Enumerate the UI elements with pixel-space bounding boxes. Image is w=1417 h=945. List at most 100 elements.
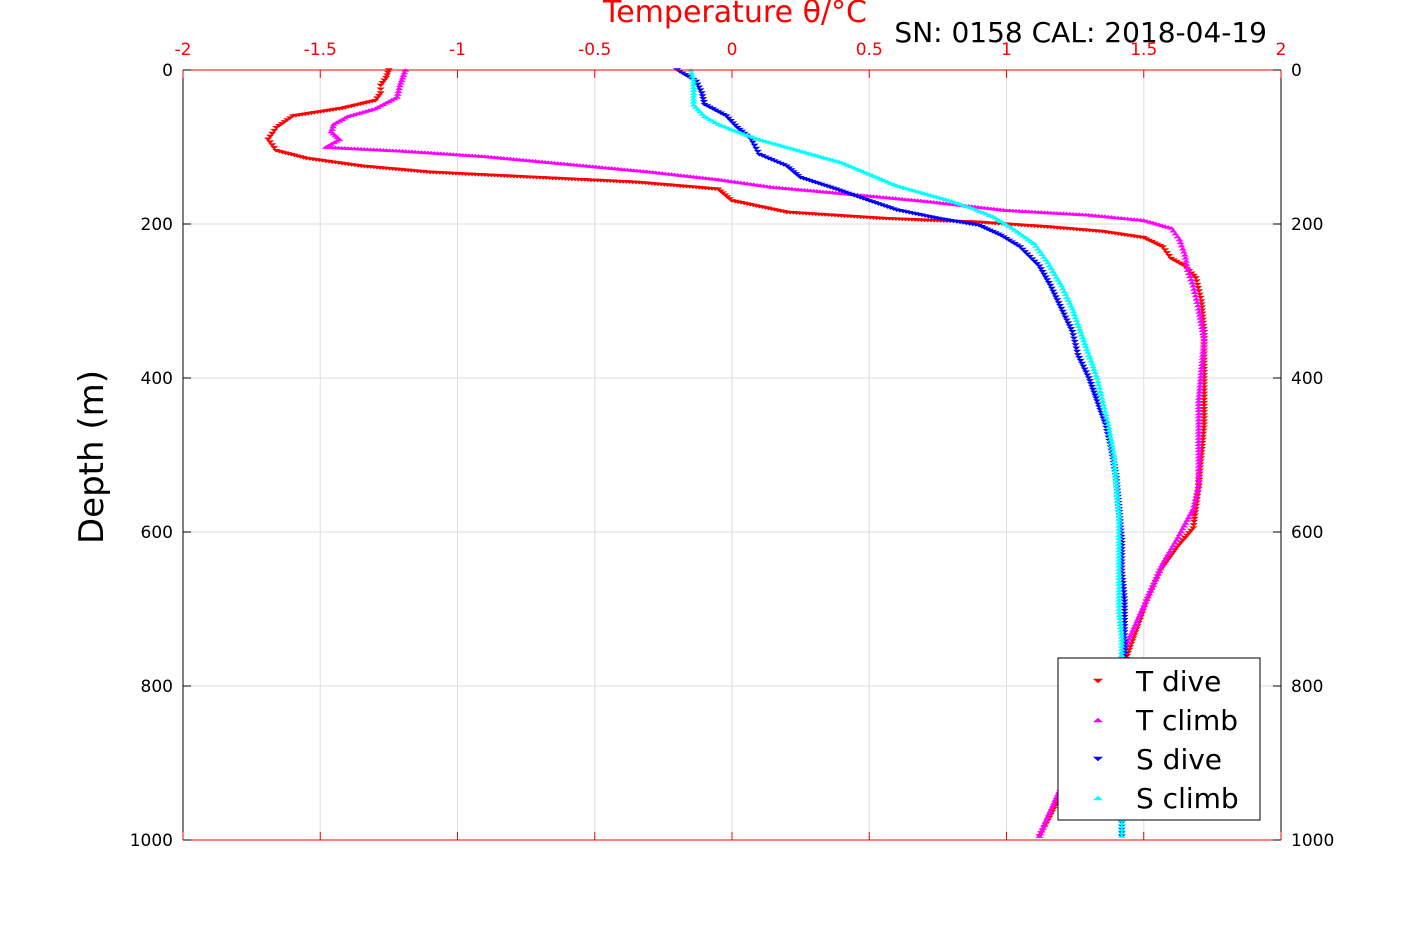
point-s-climb bbox=[1084, 353, 1093, 357]
point-s-climb bbox=[1111, 471, 1120, 476]
point-t-dive bbox=[1200, 410, 1209, 414]
point-t-dive bbox=[283, 118, 292, 122]
point-s-climb bbox=[1033, 246, 1042, 251]
point-t-climb bbox=[1194, 484, 1203, 488]
point-t-climb bbox=[1183, 265, 1192, 269]
point-s-climb bbox=[1045, 263, 1054, 268]
point-s-climb bbox=[1091, 370, 1100, 375]
point-t-climb bbox=[397, 78, 406, 83]
point-t-climb bbox=[1185, 274, 1194, 279]
point-t-climb bbox=[1137, 608, 1146, 613]
point-t-dive bbox=[382, 75, 391, 80]
point-s-climb bbox=[1117, 634, 1126, 639]
point-t-dive bbox=[1178, 538, 1187, 542]
point-t-dive bbox=[376, 83, 385, 88]
point-s-climb bbox=[1098, 399, 1107, 403]
point-t-climb bbox=[1171, 231, 1180, 236]
point-s-climb bbox=[1116, 619, 1125, 624]
point-s-climb bbox=[1078, 335, 1087, 340]
point-t-climb bbox=[1181, 521, 1190, 525]
point-t-climb bbox=[1188, 280, 1197, 285]
point-t-climb bbox=[395, 86, 404, 91]
point-s-dive bbox=[1077, 361, 1086, 366]
point-s-climb bbox=[1061, 292, 1070, 297]
point-t-climb bbox=[1194, 423, 1203, 428]
point-t-dive bbox=[268, 131, 277, 136]
point-t-climb bbox=[1183, 518, 1192, 522]
point-t-climb bbox=[1178, 246, 1187, 251]
point-s-dive bbox=[1093, 399, 1102, 403]
point-t-climb bbox=[1141, 600, 1150, 604]
point-t-dive bbox=[1185, 531, 1194, 535]
point-t-climb bbox=[394, 89, 403, 93]
point-s-climb bbox=[1113, 493, 1122, 497]
point-s-climb bbox=[1117, 831, 1126, 835]
point-s-dive bbox=[1075, 355, 1084, 360]
point-s-climb bbox=[1115, 601, 1124, 605]
point-s-dive bbox=[1018, 247, 1027, 252]
point-t-climb bbox=[1197, 322, 1206, 326]
point-t-climb bbox=[1038, 826, 1047, 830]
point-s-dive bbox=[1076, 358, 1085, 363]
y-tick-label-left: 800 bbox=[141, 677, 173, 697]
point-t-climb bbox=[1195, 386, 1204, 391]
point-t-climb bbox=[399, 73, 408, 77]
point-t-dive bbox=[1187, 528, 1196, 533]
point-s-climb bbox=[689, 94, 698, 98]
y-axis-label: Depth (m) bbox=[72, 370, 112, 544]
point-s-dive bbox=[1047, 286, 1056, 291]
point-t-climb bbox=[1199, 343, 1208, 348]
point-s-dive bbox=[1082, 370, 1091, 375]
point-t-dive bbox=[376, 87, 385, 92]
point-t-climb bbox=[1179, 249, 1188, 254]
point-s-climb bbox=[1112, 480, 1121, 485]
chart-title: Temperature θ/°C bbox=[602, 0, 867, 30]
point-t-climb bbox=[1194, 433, 1203, 437]
y-tick-label-right: 200 bbox=[1291, 215, 1323, 235]
point-t-dive bbox=[264, 137, 273, 142]
point-s-climb bbox=[1117, 641, 1126, 645]
point-t-climb bbox=[1181, 256, 1190, 260]
point-s-climb bbox=[1095, 386, 1104, 390]
point-t-climb bbox=[398, 75, 407, 80]
point-t-climb bbox=[1199, 350, 1208, 354]
point-s-climb bbox=[1104, 422, 1113, 426]
point-s-climb bbox=[1100, 409, 1109, 413]
point-t-climb bbox=[1196, 380, 1205, 385]
point-s-dive bbox=[1086, 381, 1095, 386]
point-t-dive bbox=[383, 70, 392, 75]
point-t-dive bbox=[277, 122, 286, 126]
point-s-climb bbox=[1115, 585, 1124, 590]
point-s-dive bbox=[1084, 376, 1093, 380]
point-t-dive bbox=[1200, 403, 1209, 408]
point-t-dive bbox=[1200, 419, 1209, 423]
point-t-climb bbox=[396, 81, 405, 85]
point-s-climb bbox=[689, 99, 698, 104]
point-s-climb bbox=[1097, 392, 1106, 397]
y-tick-label-left: 600 bbox=[141, 523, 173, 543]
y-tick-label-right: 400 bbox=[1291, 369, 1323, 389]
point-t-climb bbox=[1051, 798, 1060, 802]
point-s-climb bbox=[1093, 376, 1102, 380]
point-s-dive bbox=[1073, 349, 1082, 354]
point-s-climb bbox=[1047, 266, 1056, 271]
point-t-dive bbox=[1161, 248, 1170, 252]
point-t-dive bbox=[270, 146, 279, 150]
point-s-climb bbox=[1110, 468, 1119, 473]
point-s-climb bbox=[1103, 419, 1112, 423]
point-s-climb bbox=[1088, 364, 1097, 369]
point-t-dive bbox=[378, 81, 387, 85]
point-t-climb bbox=[1194, 420, 1203, 425]
point-t-climb bbox=[1150, 580, 1159, 585]
point-t-climb bbox=[1136, 611, 1145, 615]
point-t-climb bbox=[1196, 319, 1205, 323]
y-tick-label-right: 0 bbox=[1291, 61, 1302, 81]
point-t-dive bbox=[725, 197, 734, 201]
point-s-dive bbox=[1061, 315, 1070, 320]
point-t-climb bbox=[1194, 457, 1203, 462]
point-s-dive bbox=[731, 123, 740, 128]
point-s-climb bbox=[689, 79, 698, 84]
point-t-climb bbox=[1036, 831, 1045, 836]
point-s-climb bbox=[1107, 440, 1116, 445]
